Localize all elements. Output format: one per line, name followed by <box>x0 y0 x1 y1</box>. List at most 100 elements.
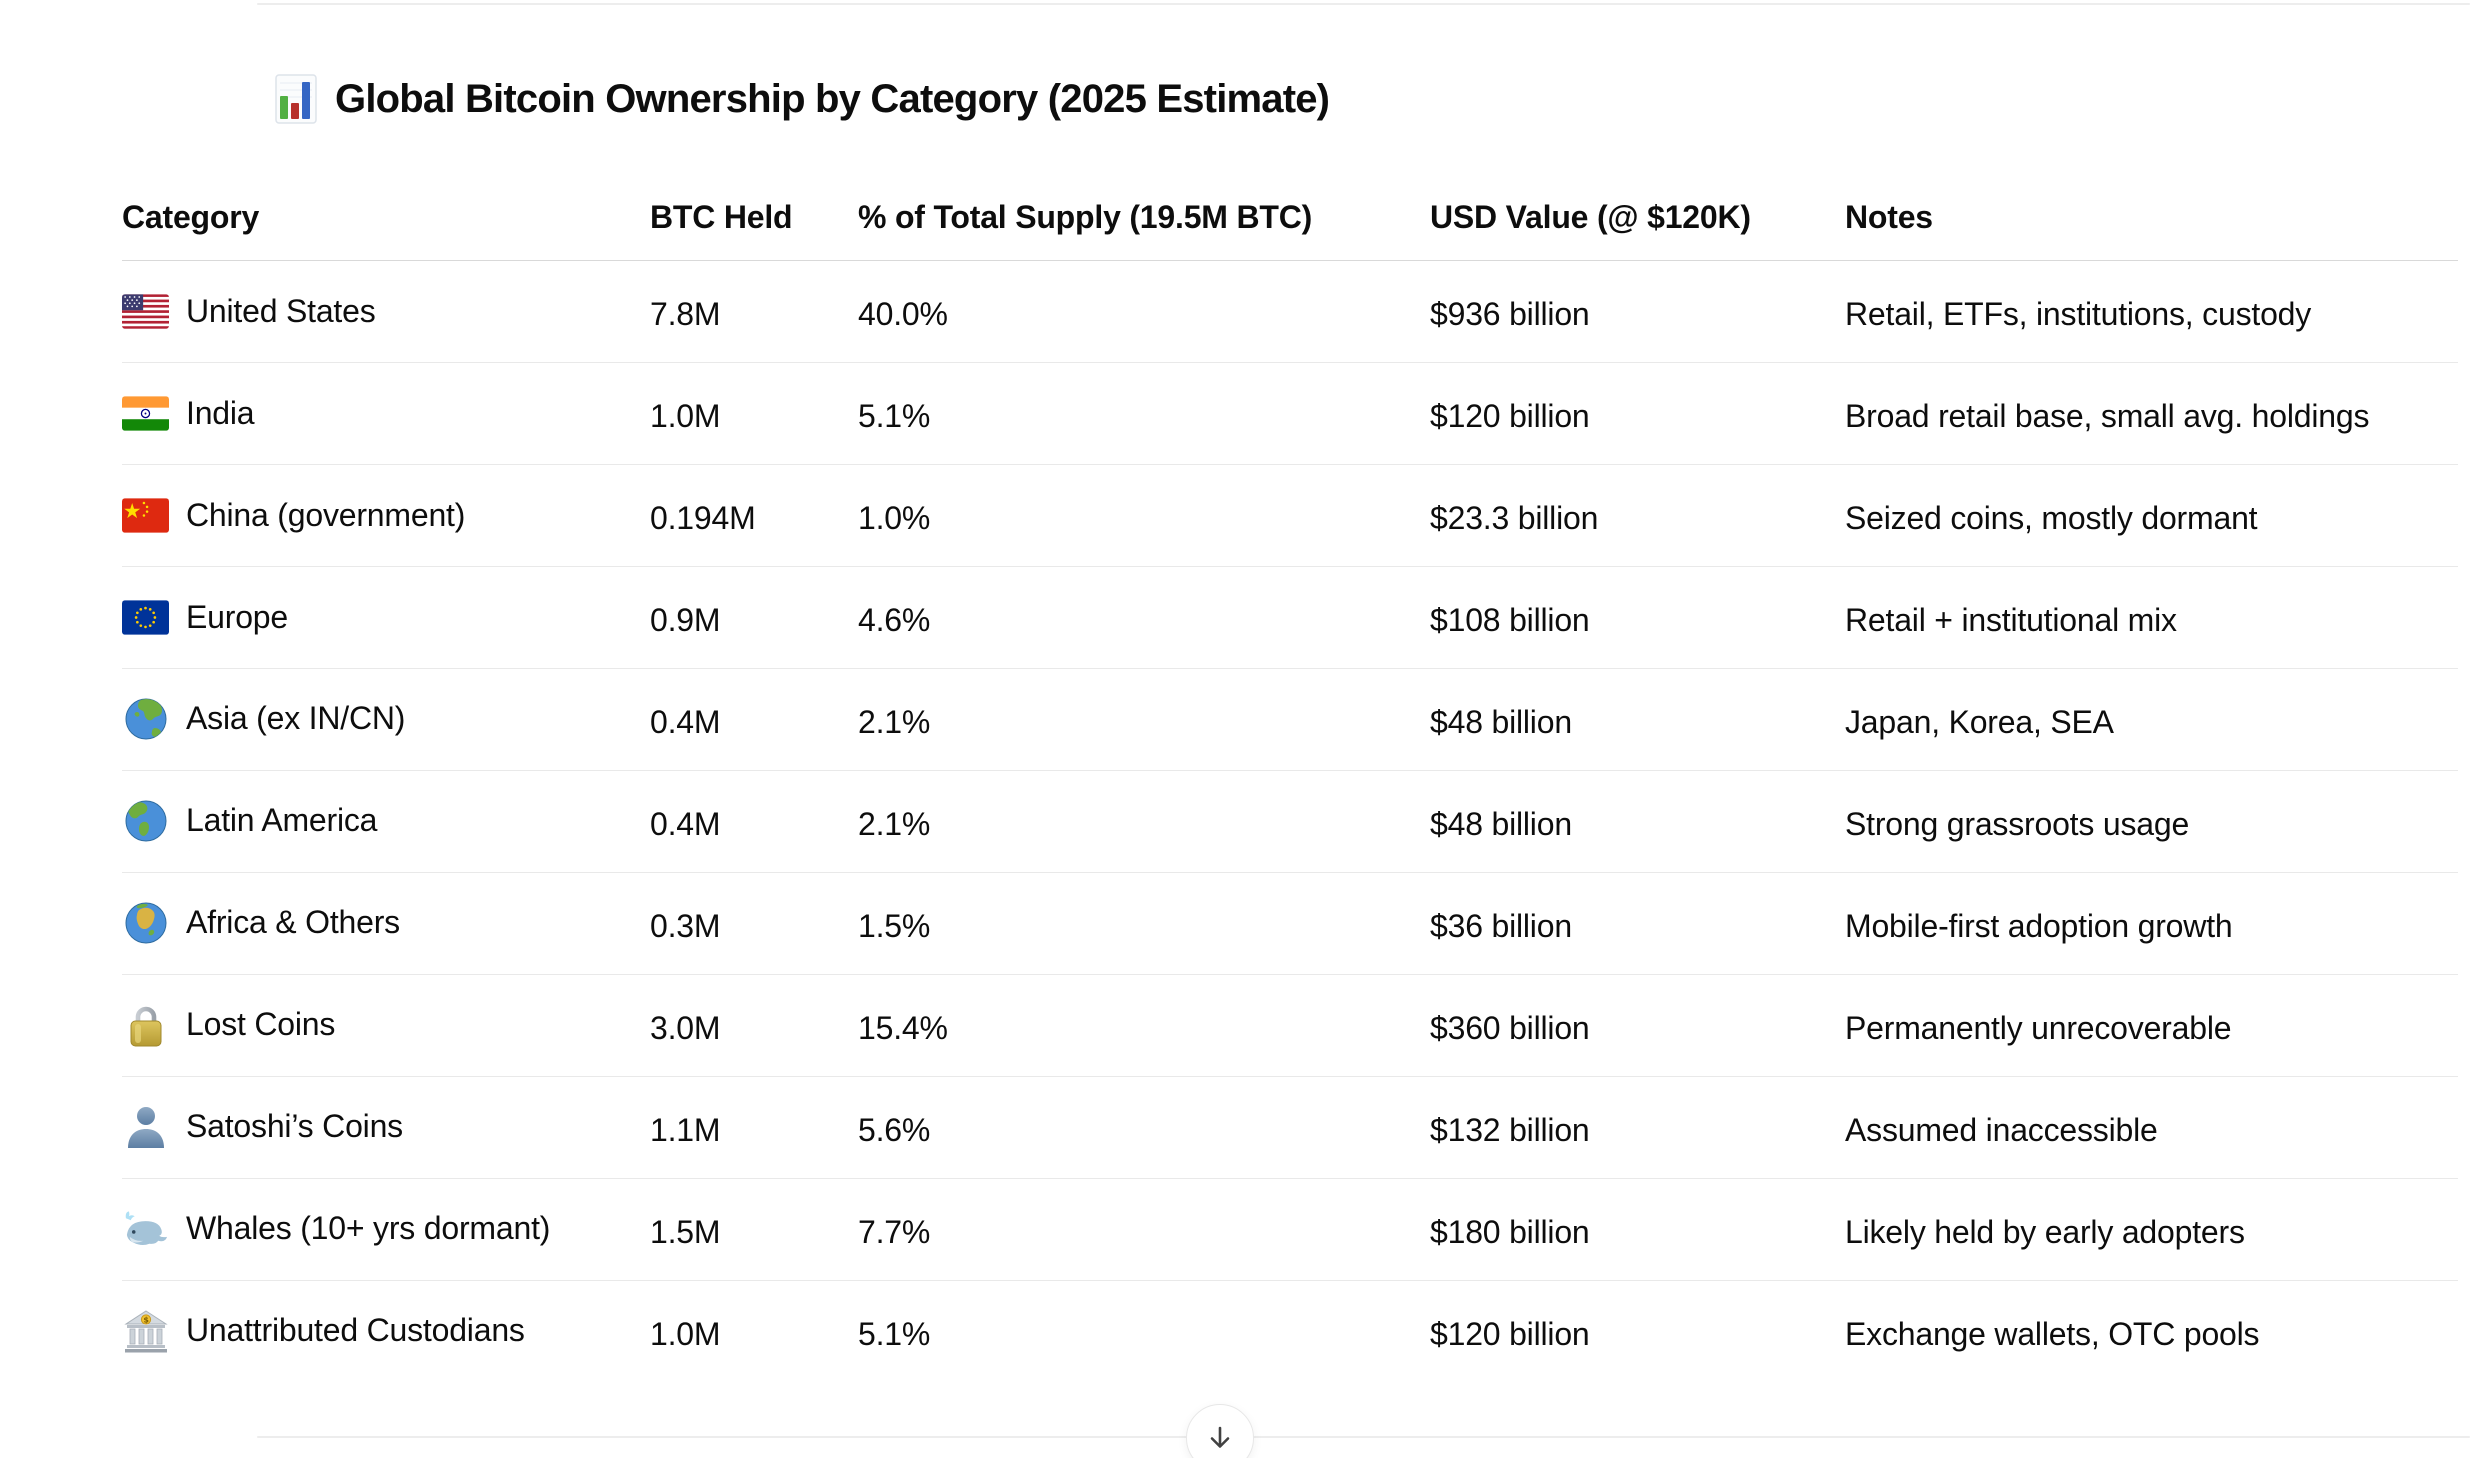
category-label: Europe <box>186 598 288 635</box>
usd-value: $48 billion <box>1430 770 1845 873</box>
category-label: Whales (10+ yrs dormant) <box>186 1210 551 1246</box>
pct-supply-value: 5.6% <box>858 1076 1430 1179</box>
notes-value: Broad retail base, small avg. holdings <box>1845 362 2458 465</box>
eu-flag-icon <box>122 599 169 635</box>
btc-held-value: 1.0M <box>650 1316 721 1353</box>
usd-value: $48 billion <box>1430 668 1845 771</box>
globe-americas-icon <box>122 800 169 842</box>
table-row: Africa & Others 0.3M 1.5% $36 billion Mo… <box>122 872 2458 975</box>
india-flag-icon <box>122 395 169 431</box>
pct-supply-value: 1.5% <box>858 872 1430 975</box>
btc-held-value: 1.1M <box>650 1076 858 1179</box>
category-cell: $ Unattributed Custodians <box>122 1309 525 1353</box>
pct-supply-value: 5.1% <box>858 1316 931 1353</box>
table-row: Lost Coins 3.0M 15.4% $360 billion Perma… <box>122 974 2458 1077</box>
notes-value: Retail, ETFs, institutions, custody <box>1845 260 2458 363</box>
down-arrow-icon <box>1205 1423 1235 1453</box>
notes-value: Exchange wallets, OTC pools <box>1845 1316 2260 1353</box>
page-title: Global Bitcoin Ownership by Category (20… <box>275 68 1330 130</box>
pct-supply-value: 2.1% <box>858 668 1430 771</box>
bitcoin-ownership-table: Category BTC Held % of Total Supply (19.… <box>122 176 2458 1382</box>
btc-held-value: 0.4M <box>650 770 858 873</box>
usd-value: $36 billion <box>1430 872 1845 975</box>
category-cell: India <box>122 394 255 432</box>
notes-value: Mobile-first adoption growth <box>1845 872 2458 975</box>
usd-value: $132 billion <box>1430 1076 1845 1179</box>
table-row: United States 7.8M 40.0% $936 billion Re… <box>122 260 2458 363</box>
category-cell: Satoshi’s Coins <box>122 1105 403 1149</box>
category-cell: Whales (10+ yrs dormant) <box>122 1208 550 1250</box>
usd-value: $360 billion <box>1430 974 1845 1077</box>
content-bottom-border <box>257 1436 2470 1438</box>
notes-value: Seized coins, mostly dormant <box>1845 464 2458 567</box>
btc-held-value: 0.9M <box>650 566 858 669</box>
category-cell: Lost Coins <box>122 1002 335 1048</box>
category-label: Lost Coins <box>186 1006 336 1042</box>
table-row: Latin America 0.4M 2.1% $48 billion Stro… <box>122 770 2458 873</box>
category-cell: Africa & Others <box>122 902 400 944</box>
pct-supply-value: 40.0% <box>858 260 1430 363</box>
column-header-category: Category <box>122 176 650 261</box>
us-flag-icon <box>122 293 169 329</box>
usd-value: $120 billion <box>1430 1316 1590 1353</box>
table-row: $ Unattributed Custodians 1.0M 5.1% $120… <box>122 1280 2458 1382</box>
btc-held-value: 3.0M <box>650 974 858 1077</box>
bank-icon: $ <box>122 1309 169 1353</box>
notes-value: Japan, Korea, SEA <box>1845 668 2458 771</box>
globe-asia-icon <box>122 698 169 740</box>
content-top-border <box>257 3 2470 5</box>
category-cell: Latin America <box>122 800 377 842</box>
category-cell: China (government) <box>122 497 465 534</box>
category-label: India <box>186 394 255 431</box>
person-icon <box>122 1105 169 1149</box>
table-row: China (government) 0.194M 1.0% $23.3 bil… <box>122 464 2458 567</box>
category-label: Africa & Others <box>186 904 400 940</box>
category-label: Unattributed Custodians <box>186 1312 525 1349</box>
category-label: Latin America <box>186 802 378 838</box>
btc-held-value: 7.8M <box>650 260 858 363</box>
svg-text:$: $ <box>143 1315 149 1324</box>
table-row: India 1.0M 5.1% $120 billion Broad retai… <box>122 362 2458 465</box>
usd-value: $108 billion <box>1430 566 1845 669</box>
btc-held-value: 0.4M <box>650 668 858 771</box>
china-flag-icon <box>122 497 169 533</box>
notes-value: Likely held by early adopters <box>1845 1178 2458 1281</box>
pct-supply-value: 7.7% <box>858 1178 1430 1281</box>
usd-value: $23.3 billion <box>1430 464 1845 567</box>
lock-icon <box>122 1002 169 1048</box>
notes-value: Retail + institutional mix <box>1845 566 2458 669</box>
btc-held-value: 0.194M <box>650 464 858 567</box>
category-label: China (government) <box>186 496 466 533</box>
table-row: Satoshi’s Coins 1.1M 5.6% $132 billion A… <box>122 1076 2458 1179</box>
category-cell: Asia (ex IN/CN) <box>122 698 405 740</box>
column-header-notes: Notes <box>1845 176 2458 261</box>
whale-icon <box>122 1208 169 1250</box>
scroll-to-bottom-button[interactable] <box>1186 1404 1254 1458</box>
table-header-row: Category BTC Held % of Total Supply (19.… <box>122 176 2458 261</box>
bar-chart-icon <box>275 74 317 124</box>
category-cell: United States <box>122 293 376 330</box>
btc-held-value: 0.3M <box>650 872 858 975</box>
notes-value: Strong grassroots usage <box>1845 770 2458 873</box>
pct-supply-value: 5.1% <box>858 362 1430 465</box>
table-row: Europe 0.9M 4.6% $108 billion Retail + i… <box>122 566 2458 669</box>
pct-supply-value: 15.4% <box>858 974 1430 1077</box>
table-row: Asia (ex IN/CN) 0.4M 2.1% $48 billion Ja… <box>122 668 2458 771</box>
page-title-text: Global Bitcoin Ownership by Category (20… <box>335 76 1330 121</box>
column-header-btc-held: BTC Held <box>650 176 858 261</box>
category-label: United States <box>186 292 376 329</box>
notes-value: Assumed inaccessible <box>1845 1076 2458 1179</box>
pct-supply-value: 1.0% <box>858 464 1430 567</box>
usd-value: $180 billion <box>1430 1178 1845 1281</box>
usd-value: $936 billion <box>1430 260 1845 363</box>
globe-africa-icon <box>122 902 169 944</box>
btc-held-value: 1.0M <box>650 362 858 465</box>
column-header-pct-supply: % of Total Supply (19.5M BTC) <box>858 176 1430 261</box>
category-label: Asia (ex IN/CN) <box>186 700 406 736</box>
table-row: Whales (10+ yrs dormant) 1.5M 7.7% $180 … <box>122 1178 2458 1281</box>
btc-held-value: 1.5M <box>650 1178 858 1281</box>
category-cell: Europe <box>122 599 288 636</box>
usd-value: $120 billion <box>1430 362 1845 465</box>
notes-value: Permanently unrecoverable <box>1845 974 2458 1077</box>
